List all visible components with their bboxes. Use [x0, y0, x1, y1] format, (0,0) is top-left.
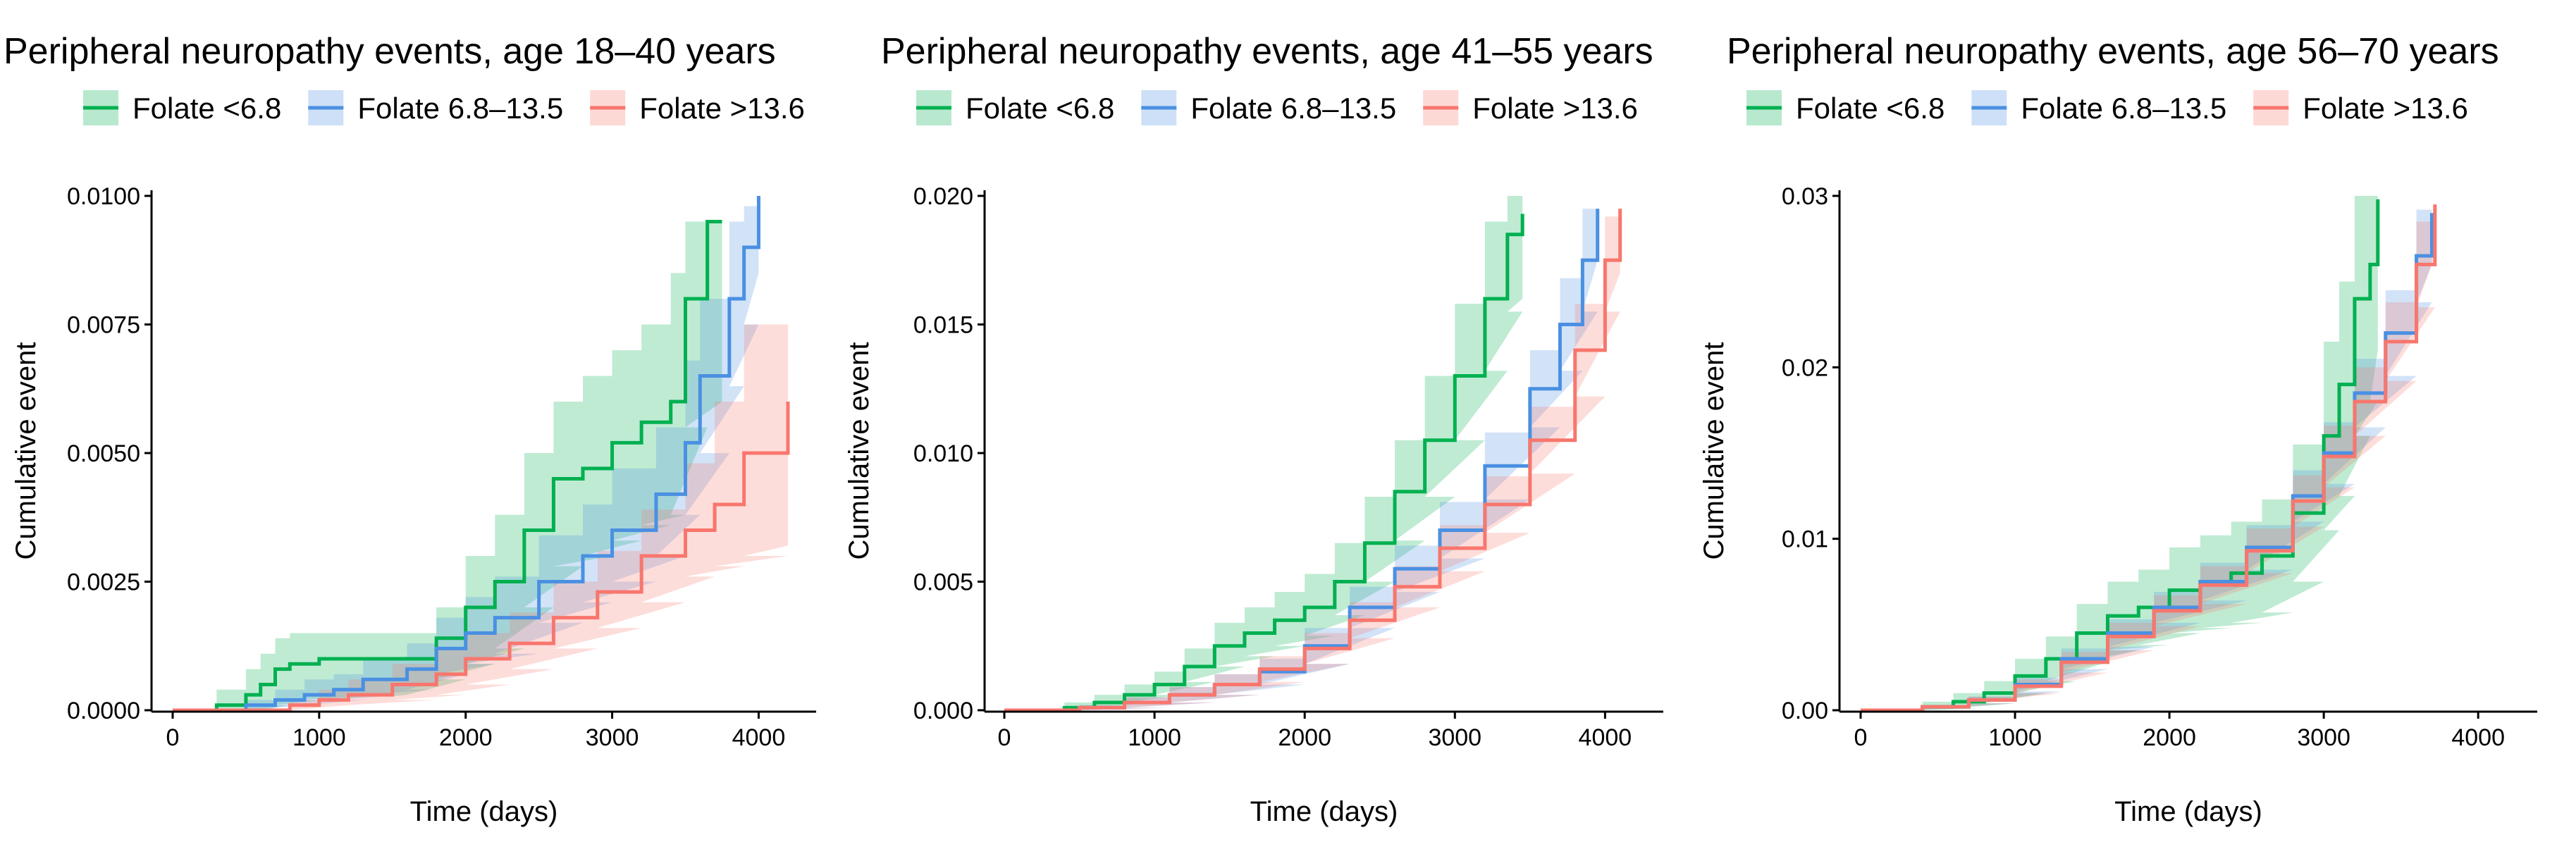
legend-label: Folate <6.8: [966, 92, 1114, 125]
ci-band: [1004, 196, 1523, 710]
y-tick-label: 0.0025: [67, 569, 140, 596]
ci-band: [173, 257, 788, 711]
y-tick-label: 0.005: [913, 569, 973, 596]
x-axis-label: Time (days): [1250, 796, 1398, 827]
y-tick-label: 0.00: [1782, 698, 1828, 724]
x-tick-label: 3000: [1428, 724, 1481, 751]
chart-title: Peripheral neuropathy events, age 56–70 …: [1727, 31, 2499, 72]
series-line: [1004, 209, 1622, 712]
chart-title: Peripheral neuropathy events, age 41–55 …: [881, 31, 1653, 72]
x-tick-label: 0: [1854, 724, 1868, 751]
x-tick-label: 4000: [1579, 724, 1632, 751]
x-tick-label: 2000: [2143, 724, 2196, 751]
y-tick-label: 0.03: [1782, 183, 1828, 210]
y-tick-label: 0.020: [913, 183, 973, 210]
y-tick-label: 0.010: [913, 440, 973, 467]
series-line: [173, 220, 722, 712]
legend-item: Folate <6.8: [1746, 90, 1945, 125]
x-tick-label: 1000: [1128, 724, 1181, 751]
panel-3: Peripheral neuropathy events, age 56–70 …: [1699, 31, 2537, 827]
y-tick-label: 0.0075: [67, 312, 140, 339]
y-tick-label: 0.000: [913, 698, 973, 724]
x-tick-label: 3000: [586, 724, 639, 751]
legend-label: Folate <6.8: [1796, 92, 1945, 125]
legend-label: Folate >13.6: [2303, 92, 2468, 125]
y-axis-label: Cumulative event: [1699, 342, 1730, 559]
legend-item: Folate 6.8–13.5: [1971, 90, 2226, 125]
series-line: [173, 196, 760, 712]
ci-band: [1861, 196, 2378, 710]
x-tick-label: 1000: [292, 724, 346, 751]
legend-label: Folate >13.6: [639, 92, 805, 125]
y-tick-label: 0.015: [913, 312, 973, 339]
legend-label: Folate >13.6: [1472, 92, 1638, 125]
legend-label: Folate 6.8–13.5: [1190, 92, 1396, 125]
y-axis-label: Cumulative event: [11, 342, 42, 559]
x-tick-label: 4000: [2451, 724, 2505, 751]
x-axis-label: Time (days): [2114, 796, 2262, 827]
series-line: [1861, 199, 2380, 712]
series-line: [1861, 204, 2437, 712]
x-tick-label: 2000: [1278, 724, 1331, 751]
legend-item: Folate 6.8–13.5: [308, 90, 563, 125]
legend-item: Folate >13.6: [1423, 90, 1638, 125]
y-tick-label: 0.0000: [67, 698, 140, 724]
y-tick-label: 0.0050: [67, 440, 140, 467]
legend-label: Folate 6.8–13.5: [2021, 92, 2226, 125]
legend-item: Folate 6.8–13.5: [1141, 90, 1396, 125]
ci-band: [173, 196, 759, 710]
x-tick-label: 3000: [2297, 724, 2350, 751]
x-tick-label: 2000: [439, 724, 493, 751]
legend-item: Folate >13.6: [2253, 90, 2468, 125]
panel-1: Peripheral neuropathy events, age 18–40 …: [4, 31, 816, 827]
x-axis-label: Time (days): [410, 796, 558, 827]
legend-label: Folate 6.8–13.5: [357, 92, 563, 125]
x-tick-label: 0: [166, 724, 180, 751]
x-tick-label: 1000: [1988, 724, 2042, 751]
y-tick-label: 0.02: [1782, 354, 1828, 381]
legend-item: Folate <6.8: [83, 90, 281, 125]
panel-2: Peripheral neuropathy events, age 41–55 …: [844, 31, 1663, 827]
chart-title: Peripheral neuropathy events, age 18–40 …: [4, 31, 776, 72]
series-line: [1004, 213, 1524, 712]
legend-item: Folate >13.6: [590, 90, 805, 125]
legend-label: Folate <6.8: [133, 92, 281, 125]
y-tick-label: 0.01: [1782, 526, 1828, 553]
series-line: [173, 402, 790, 712]
x-tick-label: 4000: [732, 724, 786, 751]
y-tick-label: 0.0100: [67, 183, 140, 210]
y-axis-label: Cumulative event: [844, 342, 875, 559]
x-tick-label: 0: [998, 724, 1011, 751]
legend-item: Folate <6.8: [916, 90, 1114, 125]
